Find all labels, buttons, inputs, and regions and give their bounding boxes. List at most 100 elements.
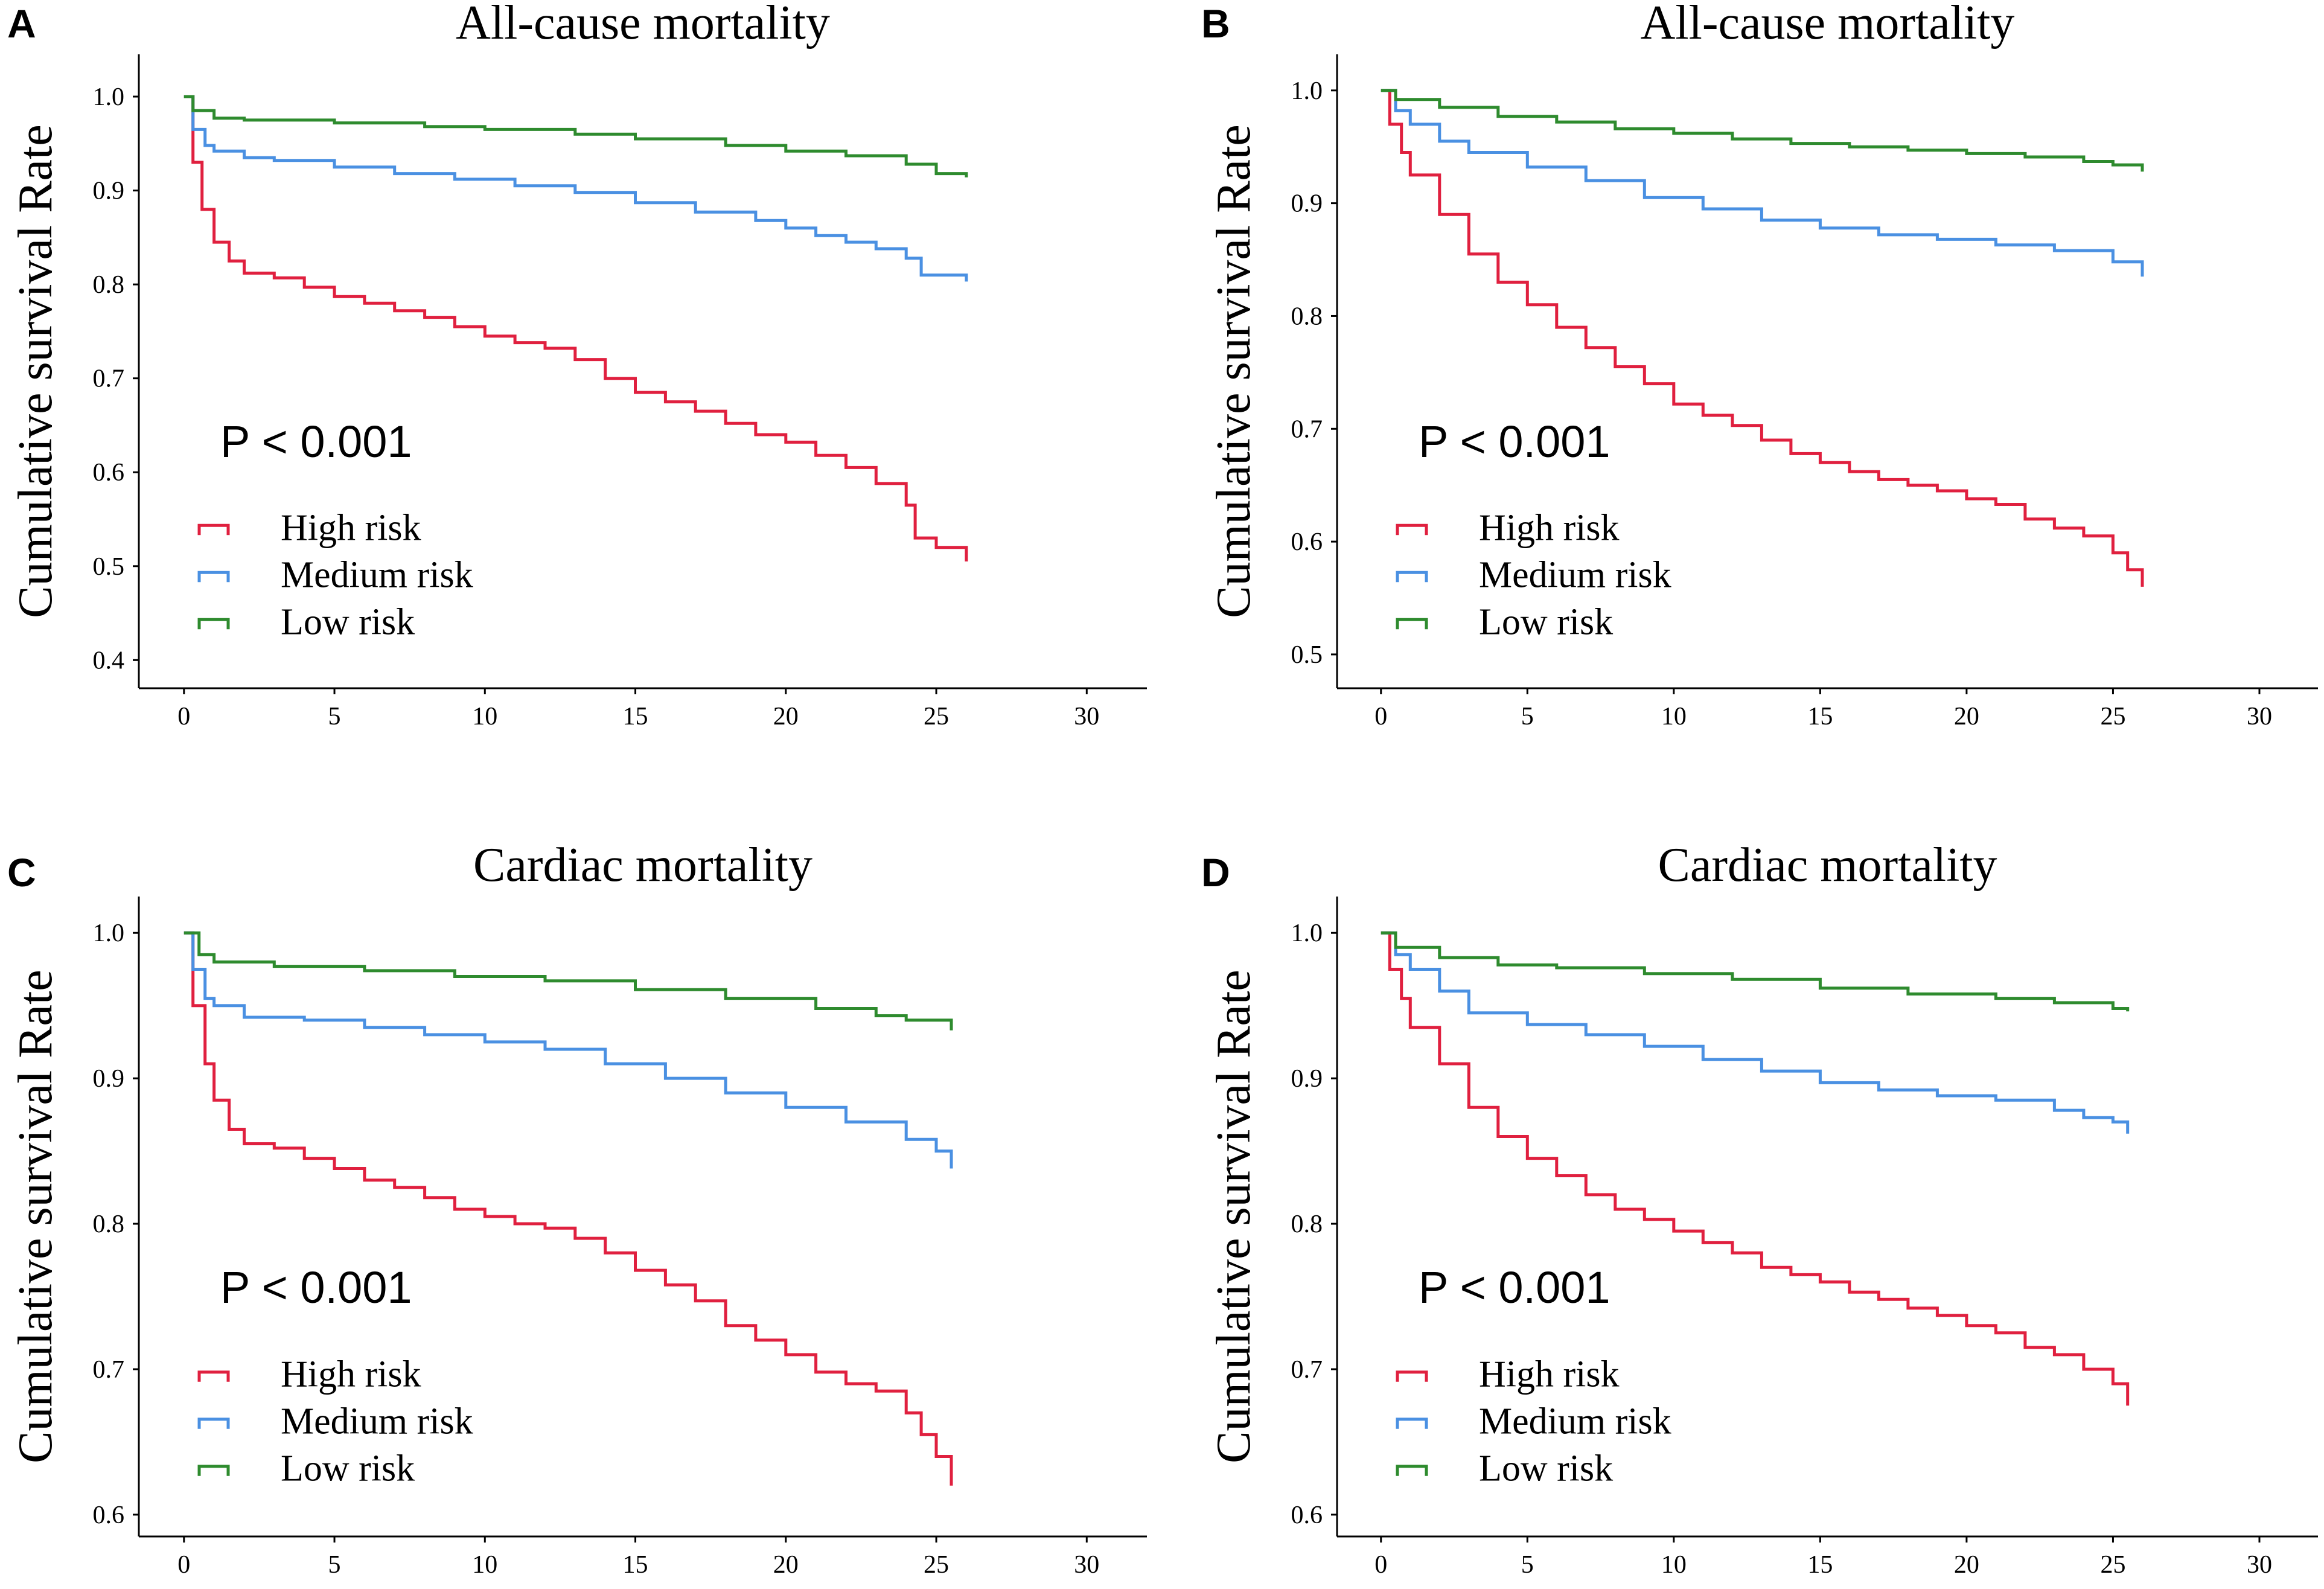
panel-A: A All-cause mortality 0.4 0.5 0.6 0.7 0.8 0.9 1.… <box>7 0 1147 731</box>
y-tick-label: 0.6 <box>93 1501 125 1529</box>
x-tick-label: 15 <box>623 703 648 731</box>
x-tick-label: 10 <box>1661 1551 1687 1579</box>
x-tick-label: 0 <box>177 703 190 731</box>
y-tick-label: 0.8 <box>1291 1210 1323 1238</box>
series-line-high-risk <box>184 95 968 561</box>
series-line-low-risk <box>1381 931 2130 1012</box>
legend-swatch <box>1396 1370 1428 1382</box>
x-tick-label: 20 <box>773 703 799 731</box>
legend-swatch <box>1396 1465 1428 1476</box>
y-tick-label: 0.7 <box>1291 415 1323 443</box>
y-tick-label: 0.7 <box>93 1356 125 1384</box>
legend-label: Medium risk <box>281 1401 473 1442</box>
series-line-medium-risk <box>1381 89 2144 277</box>
legend-swatch <box>1396 618 1428 630</box>
y-tick-label: 0.6 <box>1291 1501 1323 1529</box>
x-tick-label: 25 <box>924 1551 949 1579</box>
legend: High risk Medium risk Low risk <box>197 507 473 642</box>
y-axis-label: Cumulative survival Rate <box>9 970 62 1463</box>
y-tick-label: 0.4 <box>93 647 125 674</box>
y-tick-label: 0.8 <box>93 1210 125 1238</box>
y-tick-label: 1.0 <box>1291 919 1323 947</box>
p-value-annotation: P < 0.001 <box>1419 1262 1611 1312</box>
y-tick-label: 1.0 <box>1291 77 1323 105</box>
x-tick-label: 5 <box>328 1551 341 1579</box>
x-tick-label: 10 <box>472 703 497 731</box>
legend-label: High risk <box>1479 507 1620 548</box>
y-tick-label: 0.9 <box>1291 190 1323 218</box>
legend: High risk Medium risk Low risk <box>1396 507 1671 642</box>
series-line-medium-risk <box>184 95 968 282</box>
p-value-annotation: P < 0.001 <box>1419 417 1611 467</box>
y-tick-label: 1.0 <box>93 83 125 111</box>
y-tick-label: 0.6 <box>93 459 125 487</box>
legend: High risk Medium risk Low risk <box>1396 1354 1671 1489</box>
x-tick-label: 10 <box>472 1551 497 1579</box>
x-tick-label: 30 <box>2247 1551 2272 1579</box>
chart-title: All-cause mortality <box>1641 0 2015 50</box>
legend-swatch <box>1396 1418 1428 1429</box>
legend-swatch <box>197 523 230 536</box>
y-tick-label: 0.9 <box>93 1065 125 1093</box>
panel-label: B <box>1201 1 1230 46</box>
panel-D: D Cardiac mortality 0.6 0.7 0.8 0.9 1.0 0 5 10 15 2… <box>1201 839 2318 1579</box>
x-tick-label: 20 <box>1954 1551 1979 1579</box>
panel-label: D <box>1201 850 1230 895</box>
legend: High risk Medium risk Low risk <box>197 1354 473 1489</box>
x-tick-label: 0 <box>1374 1551 1387 1579</box>
x-tick-label: 5 <box>328 703 341 731</box>
y-axis-label: Cumulative survival Rate <box>1207 124 1260 618</box>
legend-swatch <box>1396 523 1428 536</box>
legend-swatch <box>197 618 230 630</box>
series-line-low-risk <box>1381 89 2144 172</box>
y-tick-label: 0.8 <box>93 271 125 299</box>
legend-label: Low risk <box>1479 1448 1613 1489</box>
x-tick-label: 15 <box>623 1551 648 1579</box>
series-line-medium-risk <box>184 931 953 1169</box>
x-tick-label: 25 <box>2100 703 2125 731</box>
legend-label: Low risk <box>281 1448 415 1489</box>
y-tick-label: 1.0 <box>93 919 125 947</box>
x-tick-label: 30 <box>1074 1551 1099 1579</box>
chart-title: Cardiac mortality <box>1658 839 1997 892</box>
y-tick-label: 0.7 <box>93 365 125 393</box>
y-tick-label: 0.9 <box>93 177 125 205</box>
legend-swatch <box>197 1370 230 1382</box>
legend-swatch <box>1396 571 1428 583</box>
p-value-annotation: P < 0.001 <box>220 417 412 467</box>
chart-title: Cardiac mortality <box>473 839 812 892</box>
x-tick-label: 10 <box>1661 703 1687 731</box>
x-tick-label: 0 <box>1374 703 1387 731</box>
series-line-medium-risk <box>1381 931 2130 1134</box>
x-tick-label: 20 <box>1954 703 1979 731</box>
series-line-low-risk <box>184 931 953 1031</box>
legend-label: Low risk <box>1479 601 1613 642</box>
legend-label: Medium risk <box>1479 1401 1671 1442</box>
x-tick-label: 20 <box>773 1551 799 1579</box>
y-tick-label: 0.7 <box>1291 1356 1323 1384</box>
y-tick-label: 0.5 <box>1291 641 1323 669</box>
series-line-high-risk <box>1381 931 2130 1406</box>
y-tick-label: 0.5 <box>93 553 125 581</box>
y-tick-label: 0.9 <box>1291 1065 1323 1093</box>
x-tick-label: 15 <box>1807 1551 1833 1579</box>
panel-label: C <box>7 850 36 895</box>
y-axis-label: Cumulative survival Rate <box>1207 970 1260 1463</box>
series-line-high-risk <box>1381 89 2144 587</box>
panel-label: A <box>7 1 36 46</box>
x-tick-label: 15 <box>1807 703 1833 731</box>
panel-B: B All-cause mortality 0.5 0.6 0.7 0.8 0.9 1.0 0 5… <box>1201 0 2318 731</box>
legend-swatch <box>197 571 230 583</box>
x-tick-label: 5 <box>1521 703 1534 731</box>
x-tick-label: 5 <box>1521 1551 1534 1579</box>
x-tick-label: 25 <box>924 703 949 731</box>
legend-label: High risk <box>1479 1354 1620 1395</box>
legend-label: Medium risk <box>281 554 473 595</box>
legend-label: Medium risk <box>1479 554 1671 595</box>
x-tick-label: 25 <box>2100 1551 2125 1579</box>
legend-swatch <box>197 1418 230 1429</box>
series-line-low-risk <box>184 95 968 177</box>
y-axis-label: Cumulative survival Rate <box>9 124 62 618</box>
x-tick-label: 30 <box>1074 703 1099 731</box>
